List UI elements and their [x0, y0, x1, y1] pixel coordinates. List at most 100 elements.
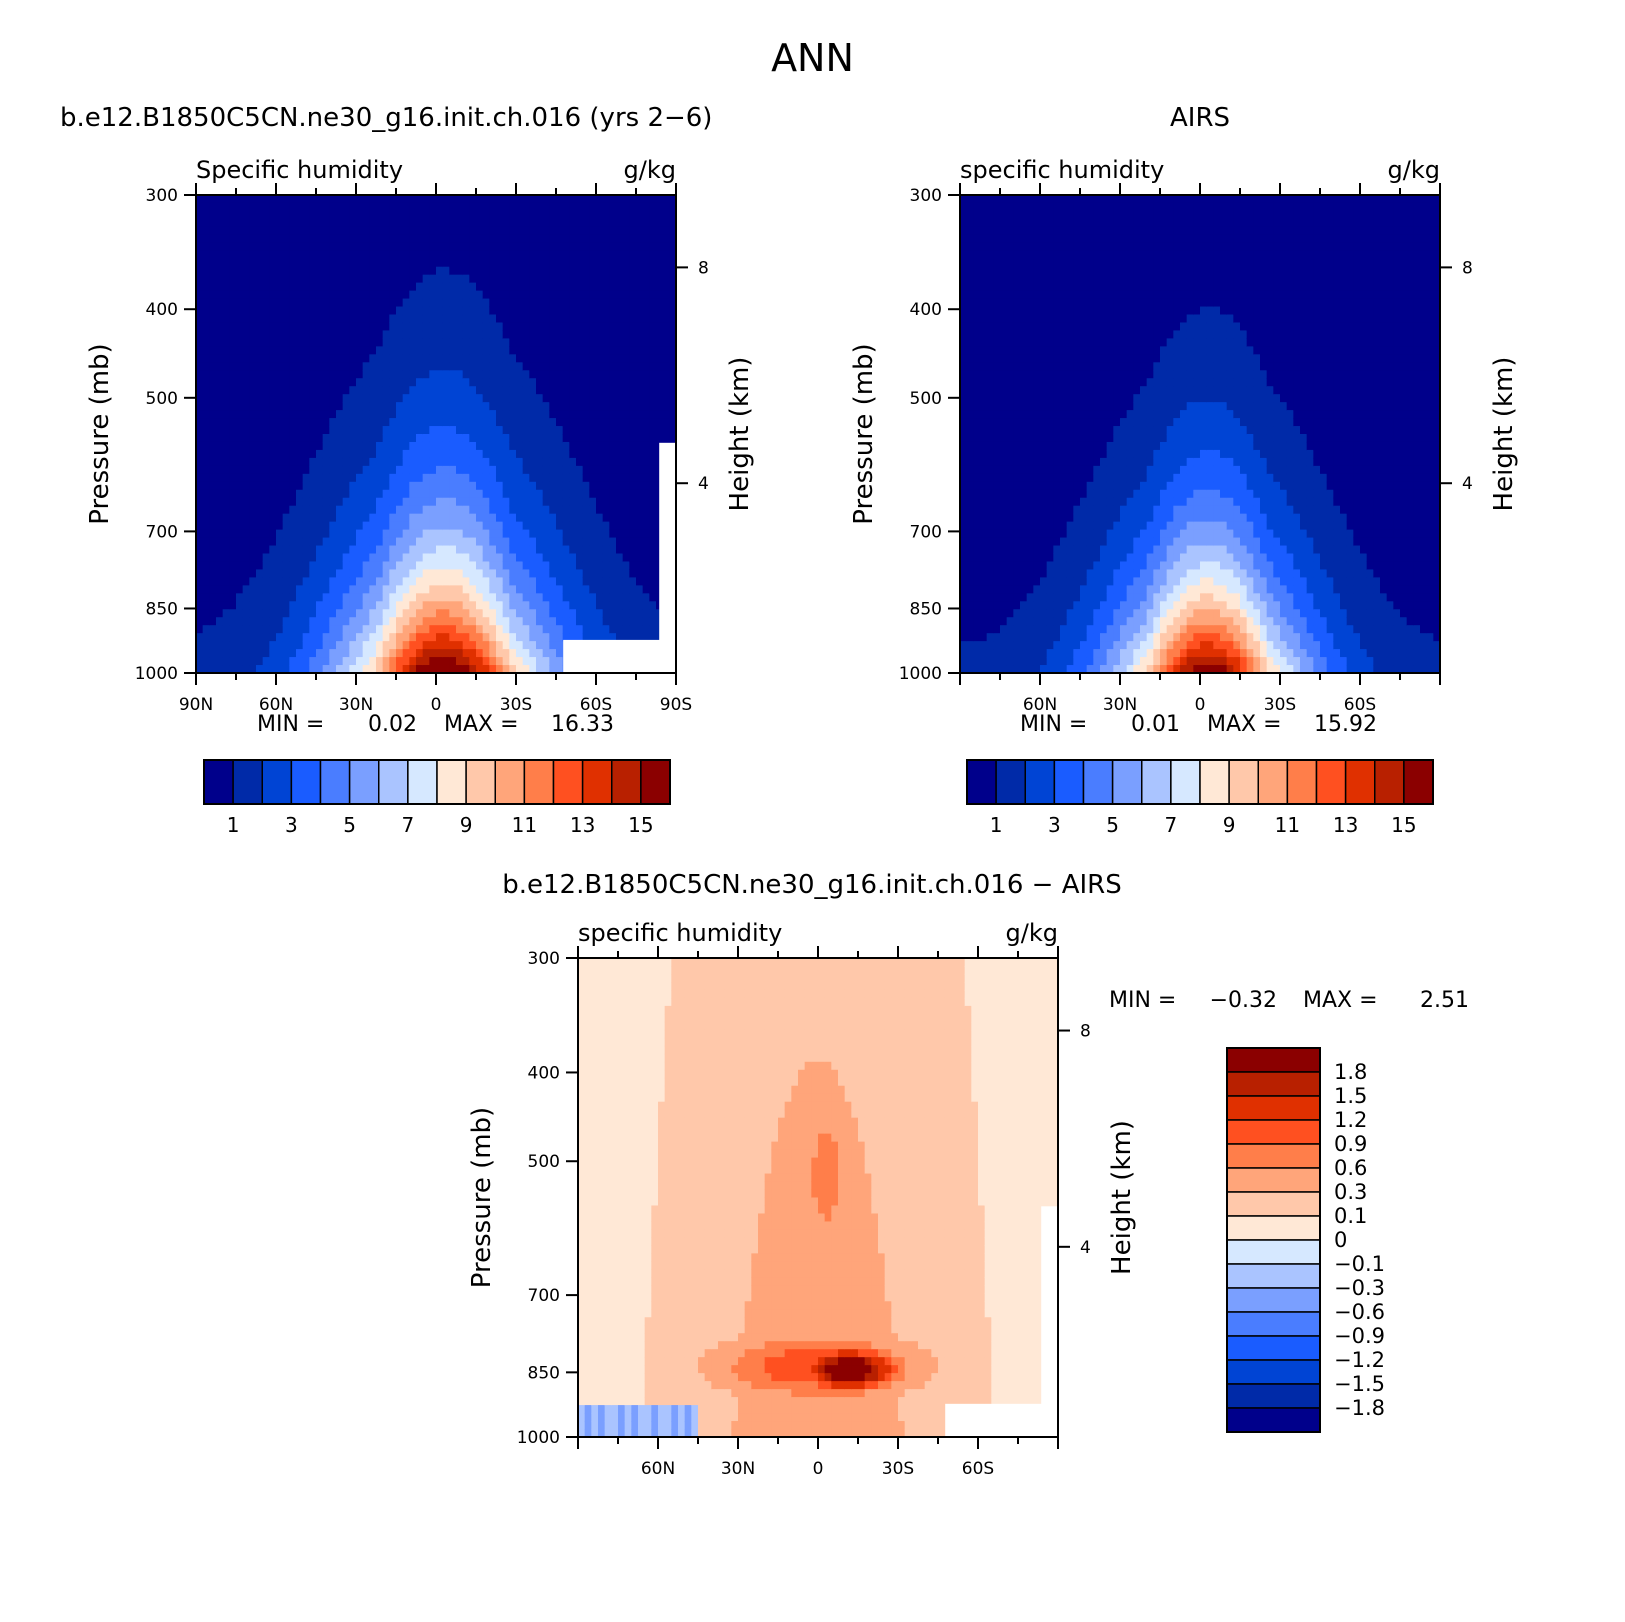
- contour-cell: [262, 641, 270, 650]
- contour-cell: [669, 314, 677, 324]
- contour-cell: [262, 569, 270, 578]
- contour-cell: [1020, 529, 1028, 539]
- contour-cell: [222, 426, 230, 435]
- contour-cell: [629, 218, 637, 228]
- contour-cell: [622, 625, 630, 634]
- contour-cell: [609, 521, 617, 531]
- contour-cell: [236, 282, 244, 292]
- contour-cell: [402, 410, 410, 419]
- contour-cell: [662, 250, 670, 260]
- contour-cell: [669, 322, 677, 332]
- contour-cell: [456, 497, 464, 507]
- contour-cell: [469, 537, 477, 547]
- contour-cell: [416, 266, 424, 276]
- contour-cell: [376, 242, 384, 252]
- contour-cell: [536, 282, 544, 292]
- contour-cell: [216, 657, 224, 666]
- contour-cell: [422, 545, 430, 555]
- contour-cell: [960, 266, 968, 276]
- contour-cell: [456, 657, 464, 666]
- contour-cell: [296, 434, 304, 443]
- contour-cell: [509, 593, 517, 602]
- contour-cell: [349, 617, 357, 626]
- contour-cell: [362, 195, 370, 204]
- contour-cell: [276, 322, 284, 332]
- contour-cell: [289, 505, 297, 515]
- contour-cell: [329, 585, 337, 594]
- y2-axis-label: Height (km): [725, 357, 755, 512]
- contour-cell: [622, 378, 630, 387]
- contour-cell: [389, 394, 397, 403]
- contour-cell: [986, 346, 994, 355]
- contour-cell: [289, 641, 297, 650]
- contour-cell: [362, 441, 370, 451]
- contour-cell: [549, 394, 557, 403]
- contour-cell: [216, 601, 224, 610]
- contour-cell: [216, 529, 224, 539]
- contour-cell: [316, 449, 324, 459]
- contour-cell: [336, 402, 344, 411]
- contour-cell: [609, 274, 617, 284]
- contour-cell: [462, 298, 470, 308]
- contour-cell: [496, 441, 504, 451]
- contour-cell: [980, 290, 988, 300]
- contour-cell: [322, 633, 330, 642]
- contour-cell: [642, 402, 650, 411]
- contour-cell: [609, 226, 617, 236]
- contour-cell: [576, 481, 584, 491]
- contour-cell: [502, 649, 510, 658]
- contour-cell: [482, 418, 490, 427]
- contour-cell: [973, 545, 981, 555]
- contour-cell: [616, 410, 624, 419]
- contour-cell: [229, 258, 237, 268]
- contour-cell: [476, 434, 484, 443]
- contour-cell: [616, 306, 624, 316]
- contour-cell: [249, 625, 257, 634]
- contour-cell: [242, 210, 250, 220]
- contour-cell: [649, 473, 657, 483]
- contour-cell: [429, 298, 437, 308]
- contour-cell: [216, 553, 224, 563]
- contour-cell: [336, 553, 344, 563]
- contour-cell: [296, 489, 304, 499]
- contour-cell: [596, 489, 604, 499]
- contour-cell: [642, 370, 650, 379]
- contour-cell: [402, 665, 410, 674]
- contour-cell: [409, 505, 417, 515]
- contour-cell: [269, 258, 277, 268]
- contour-cell: [262, 465, 270, 475]
- contour-cell: [980, 426, 988, 435]
- contour-cell: [416, 521, 424, 531]
- contour-cell: [482, 258, 490, 268]
- contour-cell: [602, 234, 610, 244]
- contour-cell: [496, 274, 504, 284]
- contour-cell: [973, 609, 981, 618]
- contour-cell: [382, 322, 390, 332]
- contour-cell: [316, 274, 324, 284]
- contour-cell: [986, 657, 994, 666]
- contour-cell: [309, 625, 317, 634]
- contour-cell: [1013, 298, 1021, 308]
- contour-cell: [316, 402, 324, 411]
- contour-cell: [516, 354, 524, 363]
- contour-cell: [1000, 569, 1008, 578]
- contour-cell: [269, 601, 277, 610]
- contour-cell: [196, 569, 204, 578]
- contour-cell: [229, 617, 237, 626]
- contour-cell: [342, 529, 350, 539]
- contour-cell: [662, 426, 670, 435]
- contour-cell: [502, 394, 510, 403]
- contour-cell: [289, 545, 297, 555]
- contour-cell: [389, 489, 397, 499]
- contour-cell: [973, 282, 981, 292]
- contour-cell: [269, 665, 277, 674]
- contour-cell: [396, 354, 404, 363]
- contour-cell: [669, 418, 677, 427]
- contour-cell: [482, 457, 490, 467]
- contour-cell: [376, 553, 384, 563]
- contour-cell: [636, 362, 644, 371]
- contour-cell: [382, 418, 390, 427]
- contour-cell: [309, 282, 317, 292]
- contour-cell: [1013, 569, 1021, 578]
- contour-cell: [342, 649, 350, 658]
